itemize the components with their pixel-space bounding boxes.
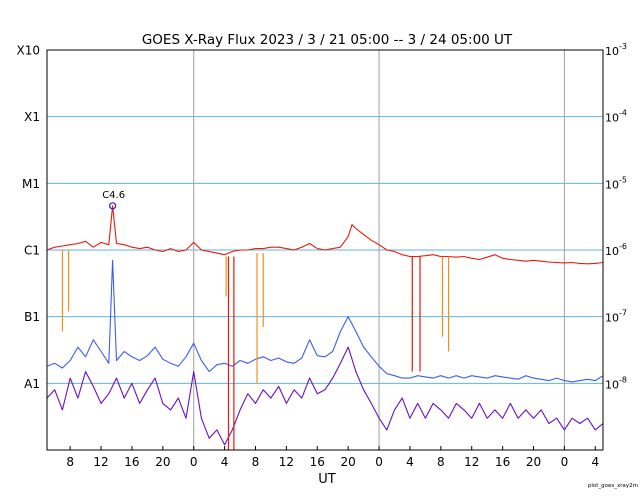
x-tick-label-14: 16 [495, 455, 510, 469]
plot-frame [46, 49, 604, 451]
left-tick-x1: X1 [24, 110, 40, 124]
x-axis-labels: 8 12 16 20 0 4 8 12 16 20 0 4 8 12 16 20 0 4 [66, 446, 599, 469]
right-tick-exponent: -3 [619, 42, 627, 51]
right-tick-exponent: -7 [619, 309, 627, 318]
x-tick-label-16: 0 [561, 455, 569, 469]
series-long-channel [46, 205, 604, 265]
x-tick-label-10: 0 [375, 455, 383, 469]
left-tick-a1: A1 [24, 377, 40, 391]
x-tick-label-4: 0 [190, 455, 198, 469]
flare-marker [109, 202, 117, 210]
right-tick-exponent: -5 [619, 175, 627, 184]
x-tick-label-1: 12 [93, 455, 108, 469]
right-tick-label-0: 10-8 [605, 375, 627, 391]
x-tick-label-15: 20 [526, 455, 541, 469]
footer-credit: plot_goes_xray2m [588, 483, 638, 489]
chart-title: GOES X-Ray Flux 2023 / 3 / 21 05:00 -- 3… [142, 32, 513, 48]
x-tick-label-8: 16 [310, 455, 325, 469]
right-axis-labels: 10-8 10-7 10-6 10-5 10-4 10-3 [605, 42, 627, 391]
data-dropouts [61, 250, 450, 450]
right-tick-label-5: 10-3 [605, 42, 627, 58]
x-tick-label-12: 8 [437, 455, 445, 469]
right-tick-label-3: 10-5 [605, 175, 627, 191]
x-tick-label-5: 4 [221, 455, 229, 469]
right-tick-label-2: 10-6 [605, 242, 627, 258]
right-tick-exponent: -6 [619, 242, 627, 251]
x-tick-label-0: 8 [66, 455, 74, 469]
series-short-low [46, 346, 604, 446]
left-tick-b1: B1 [24, 310, 40, 324]
left-tick-c1: C1 [24, 244, 40, 258]
right-tick-exponent: -8 [619, 375, 627, 384]
left-axis-labels: A1 B1 C1 M1 X1 X10 [17, 44, 41, 391]
x-tick-label-7: 12 [279, 455, 294, 469]
x-tick-label-11: 4 [406, 455, 414, 469]
left-tick-x10: X10 [17, 44, 41, 58]
series-group [46, 205, 604, 446]
flare-label: C4.6 [102, 190, 125, 201]
right-tick-label-4: 10-4 [605, 109, 627, 125]
annotation-group: C4.6 [102, 190, 125, 210]
right-tick-label-1: 10-7 [605, 309, 627, 325]
x-axis-title: UT [318, 472, 336, 487]
x-tick-label-6: 8 [252, 455, 260, 469]
x-tick-label-3: 20 [155, 455, 170, 469]
right-tick-exponent: -4 [619, 109, 627, 118]
series-short-channel [46, 259, 604, 383]
left-tick-m1: M1 [22, 177, 40, 191]
x-tick-label-13: 12 [464, 455, 479, 469]
x-tick-label-9: 20 [341, 455, 356, 469]
x-tick-label-17: 4 [591, 455, 599, 469]
x-tick-label-2: 16 [124, 455, 139, 469]
